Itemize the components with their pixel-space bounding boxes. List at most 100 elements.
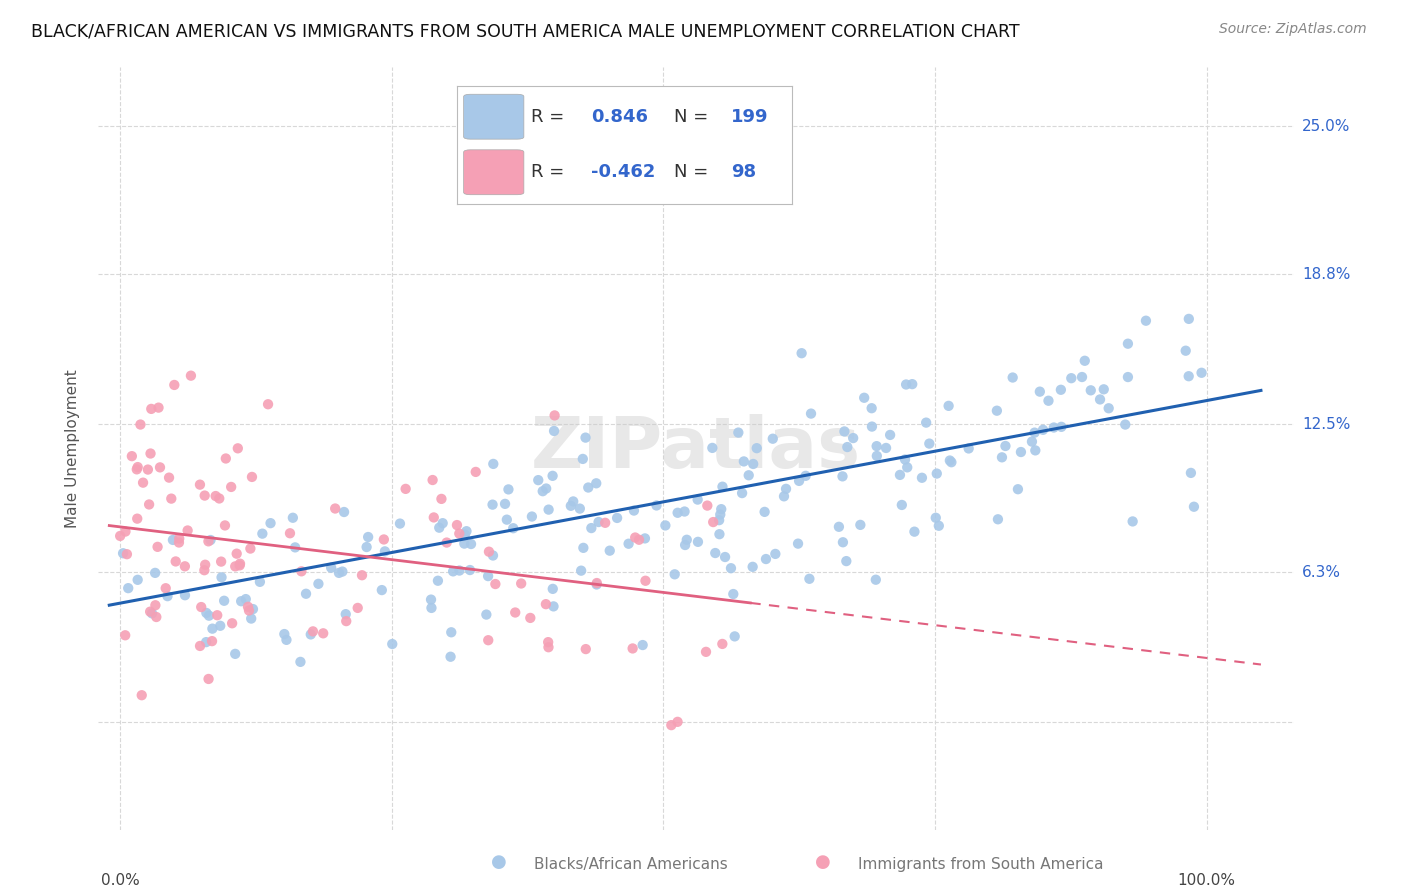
Point: [576, 481, 599, 495]
Point: [575, 642, 598, 657]
Point: [519, 611, 541, 625]
Point: [860, 419, 883, 434]
Point: [617, 537, 640, 551]
Point: [357, 530, 380, 544]
Point: [531, 484, 554, 499]
Point: [623, 503, 645, 517]
Point: [139, 446, 162, 460]
Point: [762, 432, 785, 446]
Point: [346, 601, 368, 615]
Point: [562, 494, 585, 508]
Point: [112, 546, 135, 560]
Point: [432, 516, 454, 531]
Point: [350, 568, 373, 582]
Point: [145, 610, 167, 624]
Point: [991, 450, 1014, 465]
Point: [156, 589, 179, 603]
Point: [226, 442, 249, 456]
Point: [831, 469, 853, 483]
Point: [1174, 343, 1197, 358]
Point: [484, 577, 506, 591]
Point: [449, 526, 471, 541]
Point: [494, 497, 516, 511]
Point: [482, 457, 505, 471]
Point: [866, 449, 889, 463]
Point: [132, 475, 155, 490]
Point: [1024, 425, 1046, 440]
Point: [503, 606, 526, 620]
Point: [775, 482, 797, 496]
Point: [441, 565, 464, 579]
Point: [1043, 420, 1066, 434]
Point: [127, 511, 149, 525]
Point: [903, 524, 925, 539]
Point: [108, 529, 131, 543]
Point: [593, 516, 616, 530]
Point: [520, 509, 543, 524]
Point: [1092, 382, 1115, 396]
Text: ●: ●: [491, 854, 508, 871]
Point: [333, 505, 356, 519]
Point: [420, 592, 443, 607]
Point: [209, 555, 232, 569]
Point: [201, 634, 224, 648]
Point: [117, 581, 139, 595]
Point: [865, 573, 887, 587]
Point: [381, 637, 404, 651]
Point: [664, 567, 686, 582]
Point: [422, 473, 444, 487]
Point: [709, 527, 731, 541]
Point: [145, 599, 167, 613]
Point: [129, 417, 152, 432]
Point: [707, 513, 730, 527]
Point: [371, 583, 394, 598]
Point: [495, 513, 517, 527]
Point: [240, 470, 263, 484]
Point: [395, 482, 418, 496]
Text: 6.3%: 6.3%: [1302, 565, 1341, 580]
Point: [742, 457, 765, 471]
Point: [711, 480, 734, 494]
Point: [235, 592, 257, 607]
Point: [460, 537, 482, 551]
Point: [1001, 370, 1024, 384]
Point: [163, 378, 186, 392]
Point: [427, 521, 450, 535]
Point: [832, 535, 855, 549]
Point: [167, 535, 190, 549]
Point: [939, 453, 962, 467]
Point: [335, 607, 357, 622]
Point: [332, 565, 354, 579]
Point: [849, 517, 872, 532]
Point: [666, 714, 689, 729]
Point: [284, 541, 307, 555]
Point: [828, 520, 851, 534]
Point: [136, 462, 159, 476]
Point: [510, 576, 533, 591]
Point: [209, 619, 232, 633]
Point: [1024, 443, 1046, 458]
Point: [212, 594, 235, 608]
Point: [252, 526, 274, 541]
Point: [323, 501, 346, 516]
Point: [229, 557, 252, 571]
Point: [621, 641, 644, 656]
Text: 18.8%: 18.8%: [1302, 267, 1350, 282]
Point: [224, 647, 246, 661]
Point: [139, 605, 162, 619]
Point: [436, 535, 458, 549]
Point: [704, 546, 727, 560]
Point: [860, 401, 883, 416]
Point: [1116, 370, 1139, 384]
Point: [224, 559, 246, 574]
Text: ●: ●: [814, 854, 831, 871]
Point: [242, 602, 264, 616]
Point: [585, 577, 607, 591]
Point: [249, 574, 271, 589]
Point: [994, 439, 1017, 453]
Point: [537, 502, 560, 516]
Point: [894, 377, 917, 392]
Text: Immigrants from South America: Immigrants from South America: [858, 857, 1104, 872]
Point: [1182, 500, 1205, 514]
Point: [568, 501, 591, 516]
